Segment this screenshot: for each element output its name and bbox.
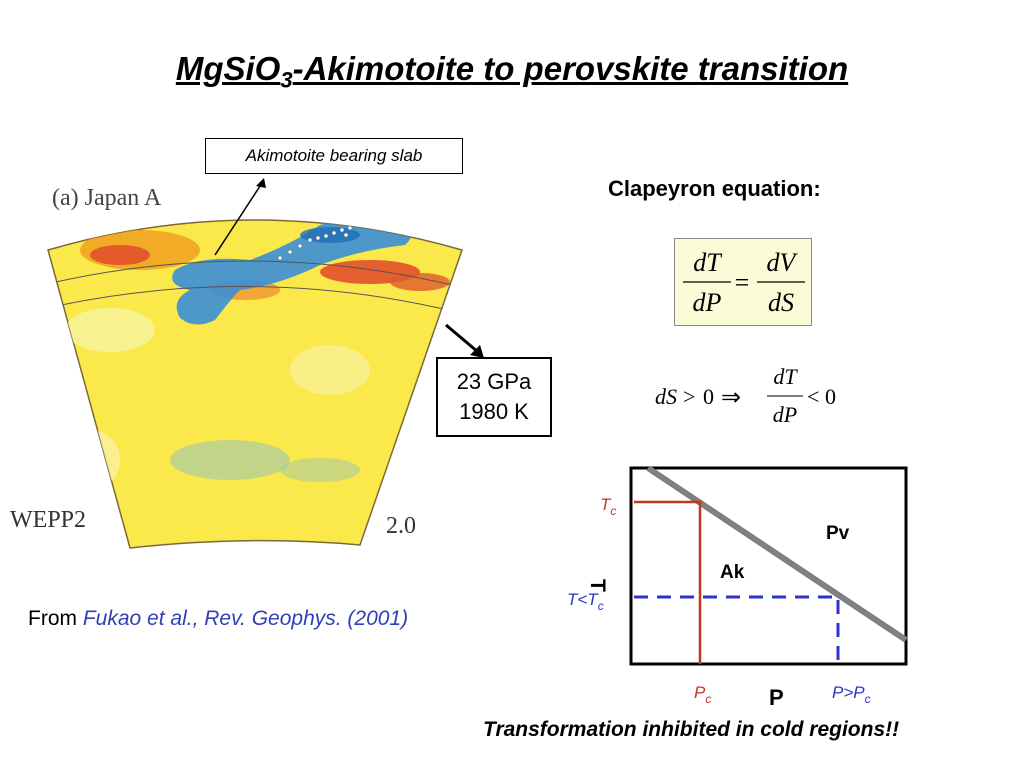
clapeyron-title: Clapeyron equation: [608, 176, 821, 201]
map-wedge [47, 219, 463, 549]
p-greater-pc-label: P>Pc [832, 683, 871, 706]
t-less-tc-label: T<Tc [567, 590, 604, 613]
pc-label: Pc [694, 683, 711, 706]
condition-arrow [445, 323, 479, 354]
region-pv: Pv [826, 523, 850, 544]
svg-text:0: 0 [825, 384, 836, 409]
slab-callout: Akimotoite bearing slab [205, 138, 463, 174]
critical-lines [634, 500, 702, 664]
entropy-inequality: dS > 0 ⇒ dT dP < 0 [655, 364, 836, 427]
scale-label: 2.0 [386, 513, 416, 539]
slab-anomaly [172, 220, 412, 325]
clapeyron-equation-box: dT dP = dV dS [674, 238, 812, 326]
phase-diagram-frame [629, 466, 908, 666]
slab-arrow [214, 182, 263, 256]
svg-text:dS: dS [655, 384, 677, 409]
region-ak: Ak [720, 562, 745, 583]
eq-num-right: dV [767, 248, 799, 277]
conditions-callout: 23 GPa 1980 K [436, 357, 552, 437]
eq-den-left: dP [693, 288, 722, 317]
pressure-value: 23 GPa [456, 369, 532, 394]
temperature-value: 1980 K [459, 399, 529, 424]
phase-boundary [646, 465, 908, 643]
model-label: WEPP2 [10, 507, 87, 533]
svg-text:dP: dP [773, 402, 797, 427]
svg-text:⇒: ⇒ [721, 385, 741, 411]
svg-text:<: < [807, 384, 819, 409]
eq-num-left: dT [693, 248, 722, 277]
eq-den-right: dS [768, 288, 794, 317]
source-reference: Fukao et al., Rev. Geophys. (2001) [82, 607, 409, 630]
x-axis-label: P [769, 685, 784, 710]
svg-text:dT: dT [773, 364, 798, 389]
page-title: MgSiO3-Akimotoite to perovskite transiti… [175, 50, 849, 93]
svg-text:>: > [683, 384, 695, 409]
source-citation: From Fukao et al., Rev. Geophys. (2001) [28, 607, 409, 630]
conclusion-text: Transformation inhibited in cold regions… [483, 718, 900, 741]
map-panel-label: (a) Japan A [52, 185, 162, 211]
eq-equals: = [735, 268, 750, 297]
tc-label: Tc [600, 495, 616, 518]
y-axis-label: T [586, 579, 609, 592]
svg-text:0: 0 [703, 384, 714, 409]
